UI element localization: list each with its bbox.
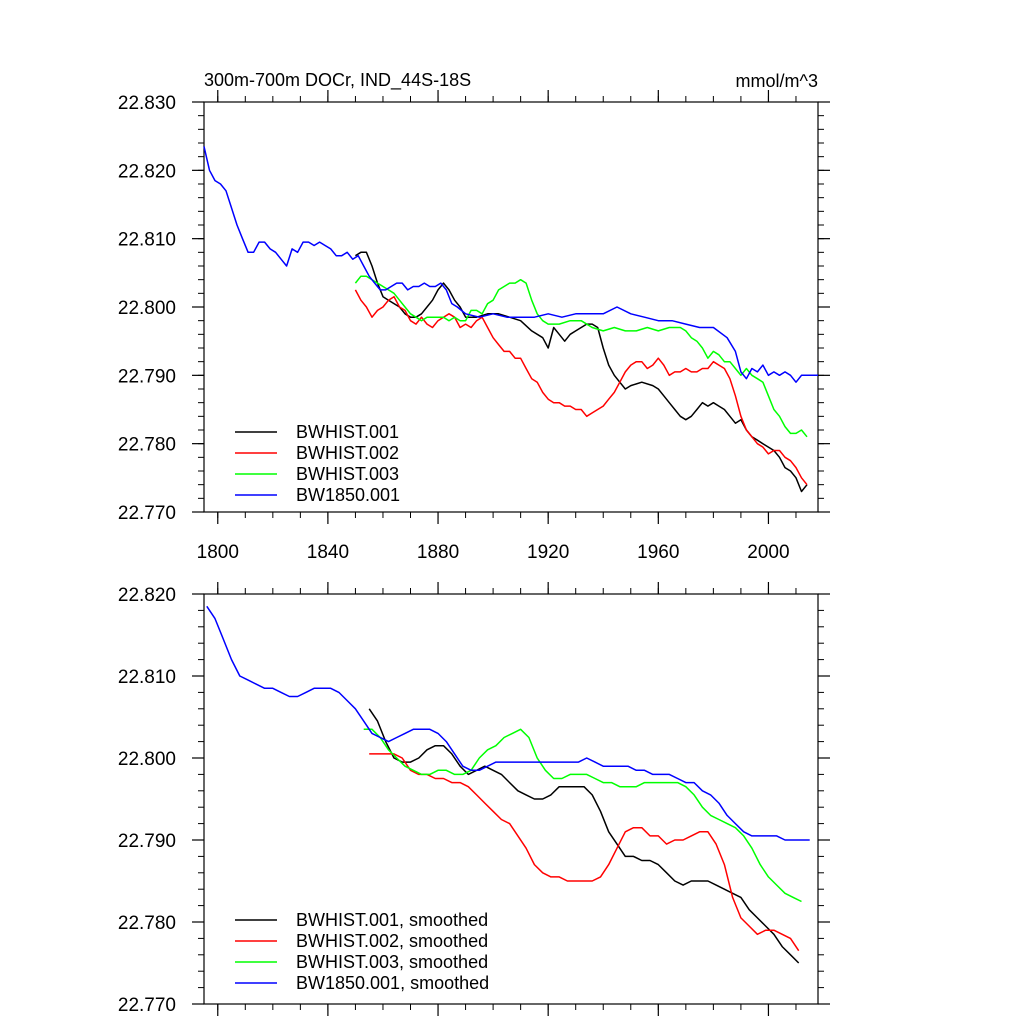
bottom-panel: 22.770 22.780 22.790 22.800 22.810 22.820 BWH…: [118, 582, 830, 1016]
top-series-lines: [203, 146, 818, 493]
chart-units: mmol/m^3: [736, 71, 818, 91]
y-tick-label: 22.770: [118, 503, 176, 524]
y-tick-label: 22.790: [118, 831, 176, 852]
legend-label: BWHIST.001: [296, 422, 399, 442]
legend-label: BWHIST.003, smoothed: [296, 952, 488, 972]
series-line-2: [354, 289, 808, 486]
y-tick-label: 22.770: [118, 995, 176, 1016]
legend-label: BW1850.001: [296, 485, 400, 505]
x-tick-label: 1960: [637, 542, 679, 563]
plot-frame: [203, 593, 819, 1005]
y-tick-label: 22.820: [118, 161, 176, 182]
series-line-3: [363, 728, 802, 903]
legend-label: BWHIST.003: [296, 464, 399, 484]
y-tick-label: 22.810: [118, 667, 176, 688]
y-tick-label: 22.800: [118, 298, 176, 319]
y-tick-label: 22.790: [118, 366, 176, 387]
y-tick-label: 22.780: [118, 435, 176, 456]
x-tick-label: 1840: [307, 542, 349, 563]
legend-label: BWHIST.002: [296, 443, 399, 463]
top-axes: 22.770 22.780 22.790 22.800 22.810 22.820 22.8…: [118, 90, 830, 563]
y-tick-label: 22.830: [118, 93, 176, 114]
top-panel: 300m-700m DOCr, IND_44S-18S mmol/m^3 22.…: [118, 70, 830, 563]
x-tick-label: 1800: [197, 542, 239, 563]
y-tick-label: 22.800: [118, 749, 176, 770]
series-line-4: [206, 605, 810, 841]
x-tick-label: 2000: [747, 542, 789, 563]
y-tick-label: 22.780: [118, 913, 176, 934]
series-line-4: [203, 146, 818, 383]
legend-label: BWHIST.002, smoothed: [296, 931, 488, 951]
x-tick-label: 1880: [417, 542, 459, 563]
legend-label: BWHIST.001, smoothed: [296, 910, 488, 930]
y-tick-label: 22.820: [118, 585, 176, 606]
bottom-series-lines: [206, 605, 810, 964]
series-line-1: [368, 708, 800, 964]
series-line-2: [369, 753, 800, 952]
bottom-axes: 22.770 22.780 22.790 22.800 22.810 22.820: [118, 582, 830, 1016]
series-line-1: [355, 251, 808, 493]
chart-title: 300m-700m DOCr, IND_44S-18S: [204, 70, 471, 91]
y-tick-label: 22.810: [118, 230, 176, 251]
x-tick-label: 1920: [527, 542, 569, 563]
legend-label: BW1850.001, smoothed: [296, 973, 489, 993]
